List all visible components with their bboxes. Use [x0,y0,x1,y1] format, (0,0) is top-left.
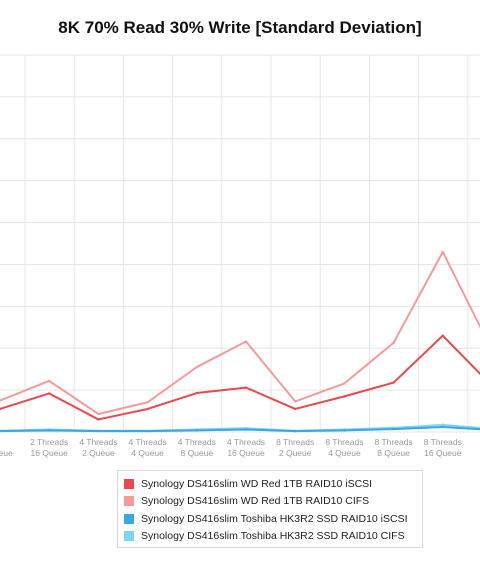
legend-swatch [124,478,134,489]
x-tick-label: 8 Queue [377,448,410,458]
data-point [441,423,444,427]
data-point [294,429,297,433]
data-point [48,379,51,383]
chart-legend: Synology DS416slim WD Red 1TB RAID10 iSC… [117,470,423,548]
data-point [441,334,444,337]
data-point [48,392,51,395]
data-point [294,407,297,411]
data-point [294,400,297,403]
data-point [441,425,444,429]
data-point [195,365,198,369]
x-tick-label: 16 Queue [424,448,462,458]
x-tick-label: 4 Threads [79,437,117,447]
data-point [244,386,248,389]
x-tick-label: 8 Threads [325,437,363,447]
x-tick-label: 4 Threads [227,437,265,447]
data-point [392,427,395,431]
data-point [195,429,198,432]
x-tick-label: 8 Threads [276,437,314,447]
x-tick-label: 4 Threads [178,437,216,447]
legend-entry[interactable]: Synology DS416slim Toshiba HK3R2 SSD RAI… [124,510,416,528]
legend-entry[interactable]: Synology DS416slim Toshiba HK3R2 SSD RAI… [124,528,416,546]
x-tick-label: Queue [0,448,13,458]
data-point [392,381,395,384]
x-tick-label: 8 Threads [424,437,462,447]
data-point [0,399,2,402]
legend-swatch [124,513,134,524]
x-tick-label: 16 Queue [227,448,265,458]
legend-entry[interactable]: Synology DS416slim WD Red 1TB RAID10 CIF… [124,493,416,511]
data-point [244,428,248,431]
data-point [48,429,51,432]
x-tick-label: 4 Queue [328,448,361,458]
data-point [97,412,100,416]
series-lines [0,250,480,433]
horizontal-grid [0,54,480,433]
x-tick-label: 2 Queue [279,448,312,458]
legend-label: Synology DS416slim WD Red 1TB RAID10 CIF… [141,495,370,508]
x-tick-label: 8 Threads [375,437,413,447]
legend-label: Synology DS416slim Toshiba HK3R2 SSD RAI… [141,530,405,543]
chart-title: 8K 70% Read 30% Write [Standard Deviatio… [58,18,422,37]
data-point [343,382,346,385]
data-point [146,407,149,411]
x-tick-label: 4 Queue [131,448,164,458]
data-point [97,429,100,433]
x-tick-label: 4 Threads [129,437,167,447]
legend-entry[interactable]: Synology DS416slim WD Red 1TB RAID10 iSC… [124,475,416,493]
data-point [146,429,149,433]
x-tick-label: 8 Queue [180,448,213,458]
data-point [0,407,2,411]
data-point [97,418,100,421]
vertical-grid [24,55,469,432]
legend-label: Synology DS416slim Toshiba HK3R2 SSD RAI… [141,512,408,525]
data-point [244,340,248,343]
data-point [195,391,198,395]
data-point [392,341,395,344]
data-point [0,429,2,433]
legend-label: Synology DS416slim WD Red 1TB RAID10 iSC… [141,477,373,490]
data-point [343,429,346,432]
x-tick-label: 16 Queue [31,448,69,458]
x-tick-label: 2 Threads [30,437,68,447]
data-point [343,395,346,398]
x-tick-label: 2 Queue [82,448,115,458]
data-point [441,250,444,254]
legend-swatch [124,496,134,507]
legend-swatch [124,531,134,542]
data-point [146,401,149,404]
